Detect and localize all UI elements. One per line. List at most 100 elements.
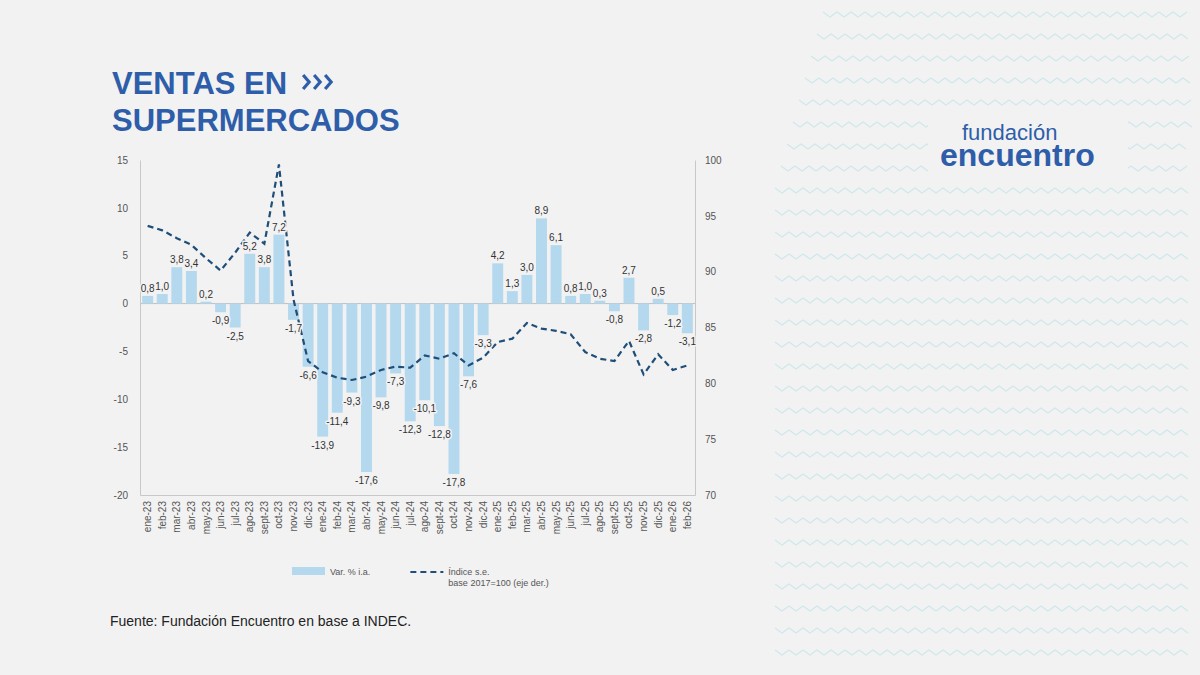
- tick-label: mar-23: [171, 501, 182, 533]
- data-label: -3,3: [475, 338, 493, 349]
- data-label: -2,5: [227, 331, 245, 342]
- data-label: 5,2: [243, 241, 257, 252]
- data-label: -9,8: [372, 400, 390, 411]
- zigzag: [775, 474, 1188, 479]
- tick-label: feb-24: [332, 501, 343, 530]
- data-label: -7,6: [460, 379, 478, 390]
- bar: [244, 254, 255, 304]
- data-label: 8,9: [535, 205, 549, 216]
- zigzag: [775, 518, 1188, 523]
- tick-label: mar-25: [521, 501, 532, 533]
- title-arrow: [314, 75, 320, 89]
- zigzag: [775, 452, 1188, 457]
- data-label: -0,9: [212, 315, 230, 326]
- tick-label: -15: [114, 442, 129, 453]
- text-line: base 2017=100 (eje der.): [448, 578, 548, 588]
- tick: ago-23: [244, 495, 255, 532]
- tick: oct-23: [273, 495, 284, 529]
- legend-label: Var. % i.a.: [330, 567, 370, 577]
- tick: 100: [695, 155, 722, 166]
- tick: abr-23: [186, 495, 197, 530]
- data-label: -7,3: [387, 376, 405, 387]
- logo-backdrop: [928, 108, 1128, 184]
- data-label: 0,5: [651, 286, 665, 297]
- legend-swatch: [410, 571, 443, 573]
- bar: [419, 304, 430, 401]
- legend-swatch: [292, 567, 325, 575]
- tick: mar-24: [346, 495, 357, 533]
- tick-label: 95: [705, 211, 717, 222]
- tick: -15: [114, 442, 140, 453]
- tick: -5: [119, 346, 140, 357]
- tick-label: ene-23: [142, 501, 153, 533]
- bar: [638, 304, 649, 331]
- data-label: 3,8: [170, 254, 184, 265]
- bar: [273, 235, 284, 304]
- tick: 75: [695, 434, 717, 445]
- tick-label: dic-24: [478, 501, 489, 529]
- tick-label: -10: [114, 394, 129, 405]
- tick: 90: [695, 266, 717, 277]
- tick-label: 100: [705, 155, 722, 166]
- tick: 10: [117, 203, 140, 214]
- tick: sept-25: [609, 495, 620, 534]
- data-label: 3,4: [184, 258, 198, 269]
- tick-label: ene-25: [492, 501, 503, 533]
- tick: may-23: [201, 495, 212, 534]
- data-label: -9,3: [343, 396, 361, 407]
- bar: [478, 304, 489, 336]
- data-label: -17,8: [443, 477, 466, 488]
- tick: 5: [122, 250, 140, 261]
- tick: ene-23: [142, 495, 153, 532]
- tick-label: oct-23: [273, 501, 284, 529]
- zigzag: [823, 12, 1187, 17]
- bar: [303, 304, 314, 367]
- tick: 95: [695, 211, 717, 222]
- data-label: -1,7: [285, 323, 303, 334]
- tick: -10: [114, 394, 140, 405]
- tick-label: nov-24: [463, 501, 474, 532]
- tick-label: ago-23: [244, 501, 255, 533]
- tick: feb-24: [332, 495, 343, 529]
- bar: [492, 263, 503, 303]
- legend-item: Índice s.e.base 2017=100 (eje der.): [410, 567, 548, 588]
- tick: -20: [114, 490, 140, 501]
- data-label: 2,7: [622, 265, 636, 276]
- data-label: -10,1: [413, 403, 436, 414]
- zigzag: [775, 606, 1188, 611]
- bar: [186, 271, 197, 304]
- data-label: -2,8: [635, 333, 653, 344]
- zigzag: [775, 496, 1188, 501]
- tick-label: 85: [705, 322, 717, 333]
- zigzag: [805, 78, 1190, 83]
- tick: feb-26: [682, 495, 693, 529]
- bar: [142, 296, 153, 304]
- chart-svg: VENTAS ENSUPERMERCADOSfundaciónencuentro…: [0, 0, 1200, 675]
- bar: [536, 218, 547, 303]
- bar: [594, 301, 605, 304]
- data-label: 1,0: [578, 281, 592, 292]
- tick: mar-23: [171, 495, 182, 533]
- decoration: [775, 12, 1192, 655]
- title-arrow: [325, 75, 331, 89]
- zigzag: [775, 276, 1188, 281]
- bar: [332, 304, 343, 413]
- tick-label: may-24: [376, 501, 387, 535]
- tick: 0: [122, 298, 140, 309]
- bar: [215, 304, 226, 313]
- tick: feb-25: [507, 495, 518, 529]
- zigzag: [775, 298, 1188, 303]
- tick-label: 90: [705, 266, 717, 277]
- data-label: 4,2: [491, 250, 505, 261]
- zigzag: [775, 584, 1188, 589]
- data-label: -6,6: [299, 370, 317, 381]
- background: [0, 0, 1200, 675]
- tick-label: -5: [119, 346, 128, 357]
- legend-label: Índice s.e.base 2017=100 (eje der.): [448, 567, 548, 588]
- axis-line: [140, 161, 141, 496]
- bar: [609, 304, 620, 312]
- data-label: -17,6: [355, 475, 378, 486]
- zigzag: [775, 386, 1188, 391]
- bar: [653, 299, 664, 304]
- bar: [171, 267, 182, 303]
